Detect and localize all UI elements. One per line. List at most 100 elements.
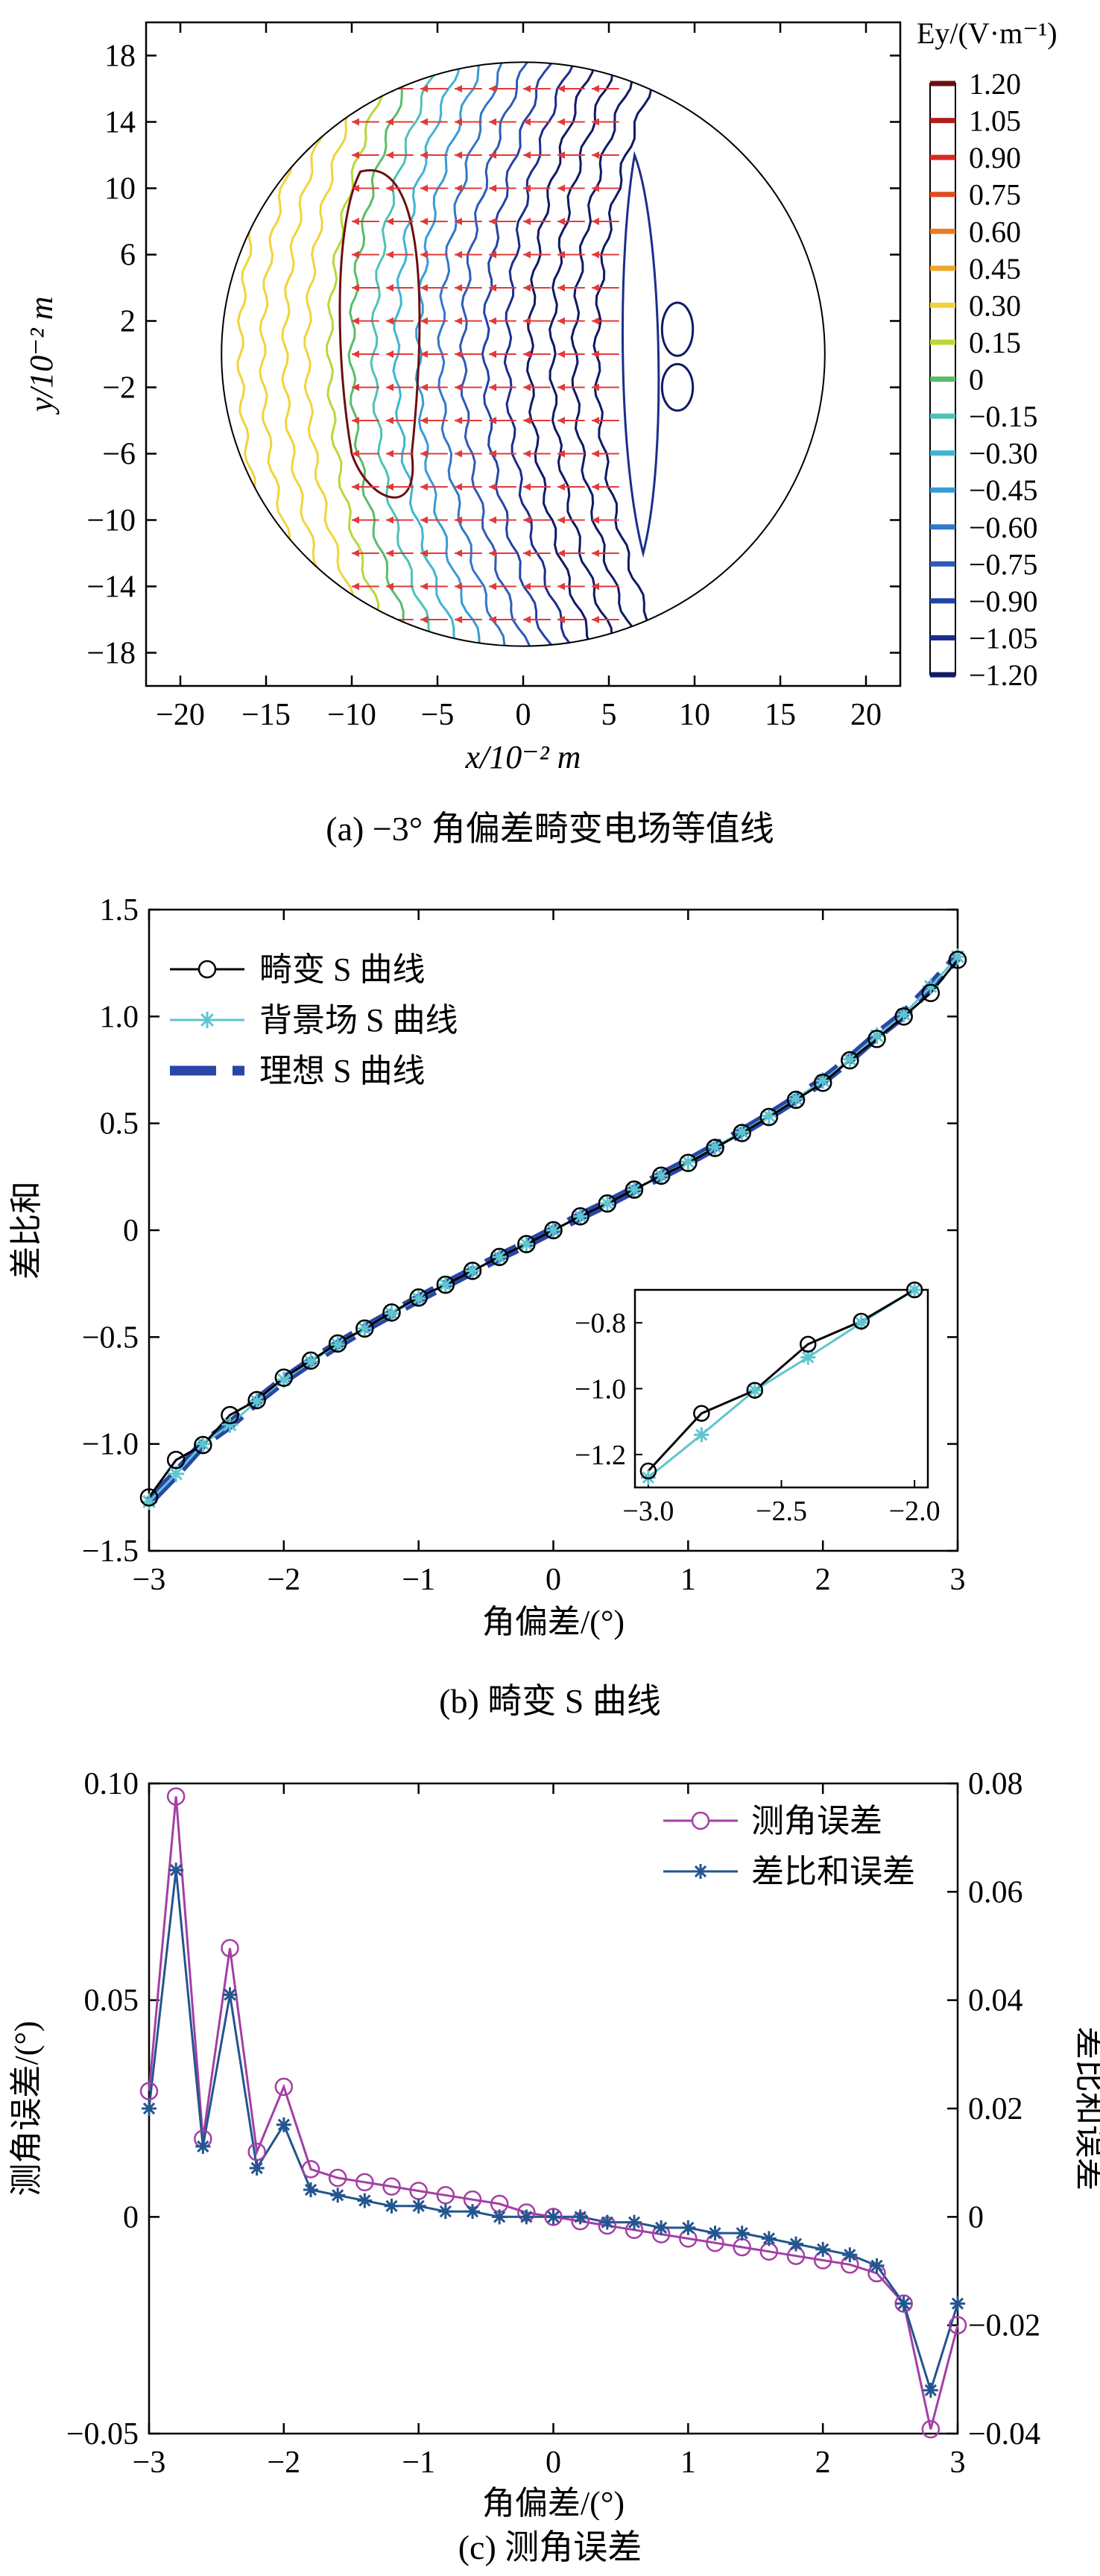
y-tick-label: 6 [120,239,136,273]
field-arrow-head [455,284,462,292]
field-arrow-head [386,284,393,292]
ratio-error-point-stroke [844,2249,856,2261]
y-tick-label: 0 [123,1214,139,1248]
distorted-s-curve-point [841,1051,859,1070]
contour-line [347,62,437,646]
vector-field [352,85,619,623]
distorted-s-curve-point [544,1221,563,1240]
distorted-s-curve-point [759,1107,779,1127]
inset-distorted-line [647,1288,915,1472]
field-arrow-head [557,450,565,458]
background-s-curve-point [518,1235,535,1253]
background-s-curve-point [626,1181,642,1198]
legend-marker-distorted [197,960,217,979]
x-axis-label: 角偏差/(°) [482,2485,625,2520]
angle-error-point [301,2160,320,2179]
inset-background-point-stroke [855,1317,867,1329]
inset-y-tick-label: −0.8 [575,1308,626,1339]
field-arrow-head [386,383,393,391]
field-arrow-head [523,350,531,358]
panel-a-contour: −20 −15 −10 −5 0 5 10 15 20 18 14 10 6 2 −2 −6 −10 −14 −18… [0,0,1100,850]
field-arrow-head [557,582,565,591]
x-axis-label: 角偏差/(°) [482,1604,625,1640]
inset-distorted-point [693,1405,710,1422]
field-arrow-head [523,616,531,623]
y-tick-label: −1.5 [82,1534,139,1569]
field-arrow-head [352,251,359,259]
ratio-error-point [923,2382,938,2398]
background-s-curve-point-stroke [735,1125,749,1139]
panel-c-angle-error: −3 −2 −1 0 1 2 3 0.10 0.05 0 −0.05 0.08 0.06 0.04 0.02… [0,1730,1100,2576]
ratio-error-point [896,2296,911,2311]
field-arrow-head [420,350,428,358]
contour-line [236,62,326,646]
field-arrow-head [352,616,359,623]
background-s-curve-point-stroke [681,1155,695,1169]
distorted-s-curve-point [813,1073,832,1092]
field-arrow-head [352,284,359,292]
y-tick-label: 1.5 [100,893,139,928]
background-s-curve-point-stroke [573,1209,587,1224]
legend-marker-background-stroke [200,1013,214,1027]
background-s-curve-point-stroke [223,1418,237,1432]
ratio-error-point-stroke [762,2232,775,2245]
background-s-curve-point [141,1493,157,1511]
y-tick-label: 18 [104,40,136,74]
distorted-s-curve-point [867,1030,886,1048]
ratio-error-point-stroke [897,2297,910,2310]
x-tick-label: −15 [241,698,291,732]
ratio-error-point [599,2214,615,2230]
angle-error-line [148,1796,959,2430]
distorted-s-curve-point [355,1319,374,1338]
field-arrow-head [455,218,462,225]
ratio-error-point-stroke [789,2238,803,2250]
distorted-s-curve-point [221,1405,239,1425]
inset-background-point-stroke [908,1283,921,1297]
field-arrow-head [420,218,428,225]
y-tick-label-left: 0.05 [84,1984,139,2018]
field-arrow-head [352,317,359,325]
field-arrow-head [592,582,599,591]
distorted-s-curve-point [598,1194,617,1213]
background-s-curve-point [168,1465,185,1482]
field-arrow-head [420,483,428,491]
x-tick-label: 0 [516,698,531,732]
field-arrow-head [592,85,599,92]
ratio-error-point [142,2101,157,2116]
field-arrow-head [592,151,599,159]
ratio-error-point [168,1862,184,1878]
field-arrow-head [386,582,393,591]
field-arrow-head [489,549,496,557]
ratio-error-point-stroke [574,2211,587,2223]
field-arrow-head [523,450,531,458]
angle-error-point [274,2077,294,2097]
field-arrow-head [352,383,359,391]
x-tick-label: 15 [765,698,796,732]
field-arrow-head [352,151,359,159]
distorted-s-curve-point [382,1303,401,1322]
background-s-curve-point-stroke [358,1322,372,1335]
field-arrow-head [386,417,393,424]
inset-background-point [800,1350,816,1365]
distorted-s-curve-point [328,1334,347,1353]
y-tick-label: −18 [86,637,136,671]
y-tick-label-left: −0.05 [66,2417,139,2451]
field-arrow-head [386,549,393,557]
ratio-error-point [492,2209,508,2225]
ratio-error-point [734,2226,750,2241]
x-tick-label: 5 [601,698,617,732]
y-axis-label: y/10⁻² m [23,297,60,415]
contour-line [325,62,416,646]
field-arrow-head [420,516,428,524]
field-arrow-head [420,184,428,192]
field-arrow-head [489,417,496,424]
field-arrow-head [386,218,393,225]
background-s-curve-point-stroke [250,1394,264,1408]
field-arrow-head [489,251,496,259]
field-arrow-head [523,284,531,292]
field-arrow-head [352,582,359,591]
angle-error-point [247,2142,266,2161]
field-arrow-head [420,450,428,458]
inset-background-point [694,1427,709,1443]
caption-b: (b) 畸变 S 曲线 [439,1682,661,1720]
